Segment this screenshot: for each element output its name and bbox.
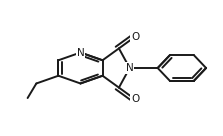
Text: O: O — [131, 95, 139, 104]
Text: O: O — [131, 32, 139, 41]
Text: N: N — [76, 47, 84, 58]
Text: N: N — [126, 63, 134, 73]
